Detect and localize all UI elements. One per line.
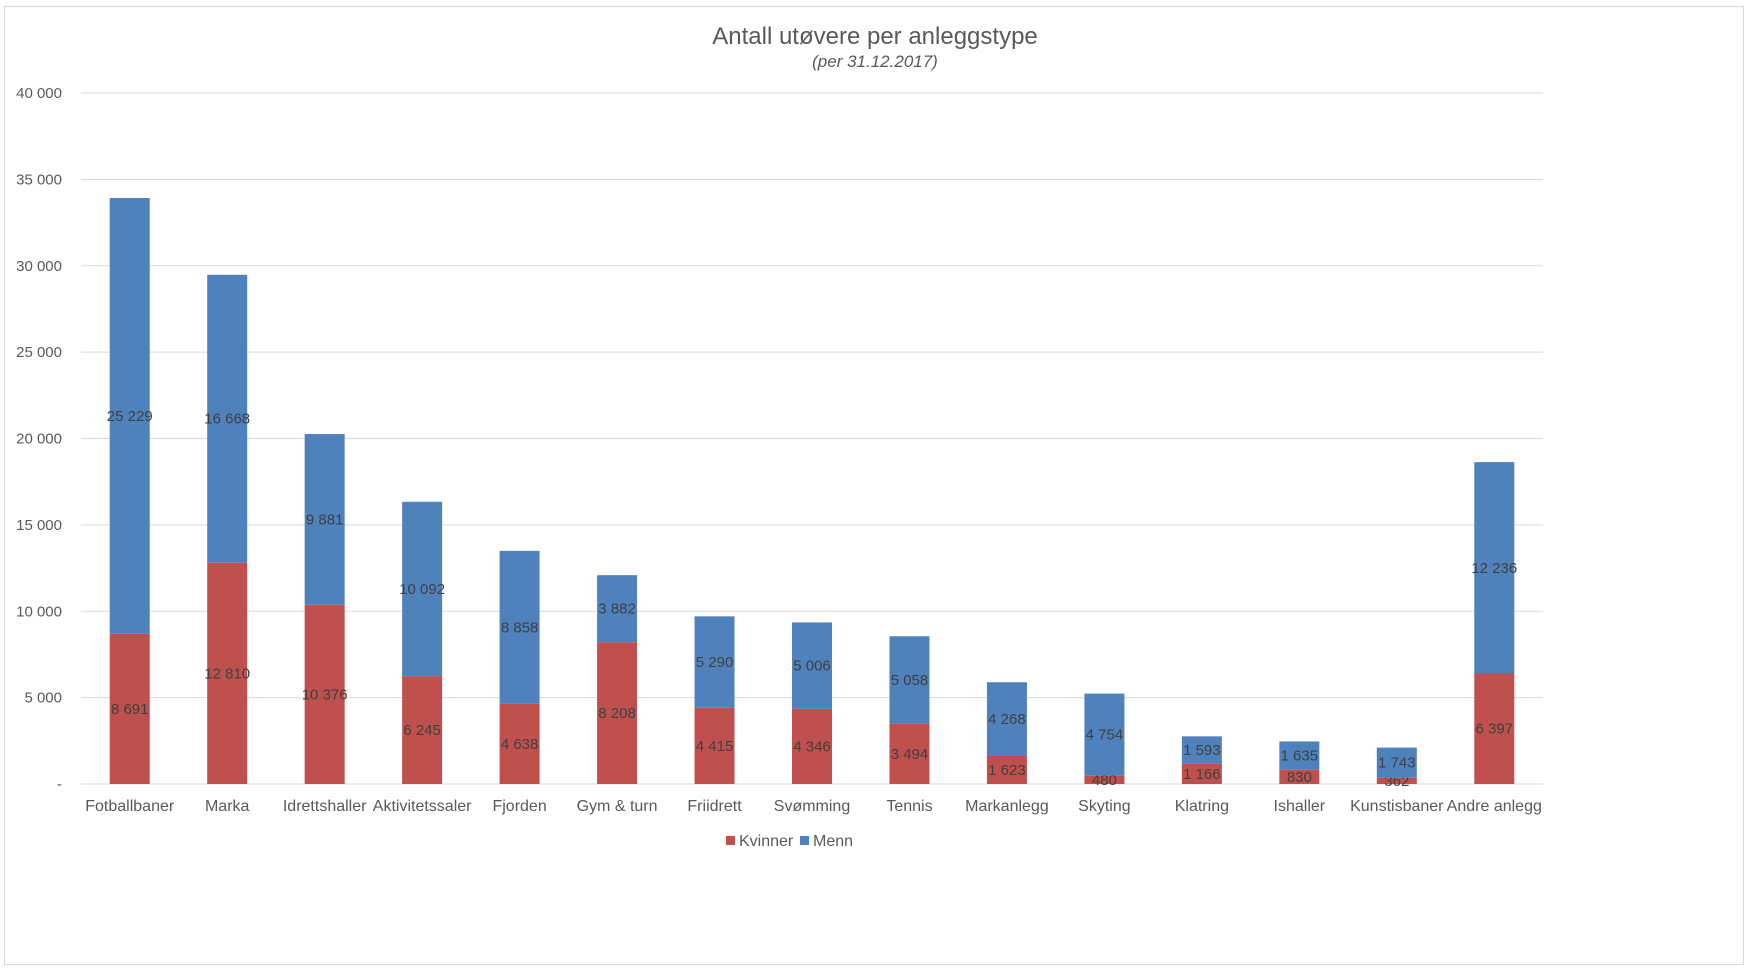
bar-segment-menn	[1084, 693, 1125, 776]
y-axis-ticks: - 5 000 10 000 15 000 20 000 25 000 30 000 35 0…	[16, 85, 62, 793]
data-label-menn: 5 006	[793, 658, 831, 675]
x-tick-label: Fotballbaner	[85, 798, 175, 815]
data-label-menn: 1 593	[1183, 742, 1221, 759]
y-tick-label: 40 000	[16, 85, 62, 102]
x-axis-ticks: Fotballbaner Marka Idrettshaller Aktivitets…	[85, 798, 1542, 815]
x-tick-label: Skyting	[1078, 798, 1130, 815]
data-label-menn: 10 092	[399, 581, 445, 598]
data-label-kvinner: 3 494	[891, 746, 929, 763]
bar-segment-kvinner	[304, 604, 345, 784]
bar-segment-kvinner	[597, 642, 638, 784]
data-label-kvinner: 8 691	[111, 701, 149, 718]
data-label-menn: 8 858	[501, 619, 539, 636]
chart-title: Antall utøvere per anleggstype	[712, 23, 1038, 50]
y-tick-label: 10 000	[16, 603, 62, 620]
bar-segment-kvinner	[889, 723, 930, 784]
y-tick-label: 35 000	[16, 171, 62, 188]
data-label-kvinner: 6 245	[403, 722, 441, 739]
x-tick-label: Friidrett	[687, 798, 742, 815]
y-tick-label: 30 000	[16, 258, 62, 275]
bar-segment-kvinner	[1181, 763, 1222, 784]
bar-segment-kvinner	[1279, 769, 1320, 784]
data-label-kvinner: 1 623	[988, 762, 1026, 779]
data-label-menn: 12 236	[1471, 560, 1517, 577]
bar-segment-kvinner	[986, 755, 1027, 784]
y-tick-label: -	[57, 776, 62, 793]
data-label-menn: 5 290	[696, 654, 734, 671]
x-tick-label: Fjorden	[492, 798, 546, 815]
bar-segment-kvinner	[402, 676, 443, 784]
bars: 8 691 25 229 12 810 16 668 10 376 9 881 6 245 1…	[107, 198, 1517, 790]
data-label-kvinner: 480	[1092, 772, 1117, 789]
bar-segment-menn	[1181, 736, 1222, 764]
bar-segment-kvinner	[1474, 673, 1515, 784]
bar-segment-kvinner	[694, 707, 735, 784]
x-tick-label: Kunstisbaner	[1350, 798, 1444, 815]
y-tick-label: 5 000	[24, 690, 62, 707]
bar-segment-kvinner	[207, 562, 248, 784]
data-label-kvinner: 12 810	[204, 665, 250, 682]
bar-segment-menn	[109, 198, 150, 634]
bar-segment-menn	[207, 274, 248, 563]
data-label-menn: 25 229	[107, 408, 153, 425]
bar-segment-menn	[889, 636, 930, 724]
chart-frame: Antall utøvere per anleggstype (per 31.1…	[4, 6, 1744, 965]
bar-segment-menn	[986, 682, 1027, 756]
x-tick-label: Andre anlegg	[1447, 798, 1542, 815]
data-label-kvinner: 10 376	[302, 686, 348, 703]
bar-segment-menn	[1279, 741, 1320, 770]
x-tick-label: Markanlegg	[965, 798, 1049, 815]
data-label-menn: 4 754	[1086, 727, 1124, 744]
bar-segment-menn	[792, 622, 832, 709]
bar-segment-menn	[1474, 462, 1515, 674]
y-tick-label: 25 000	[16, 344, 62, 361]
data-label-kvinner: 8 208	[598, 705, 636, 722]
data-label-kvinner: 1 166	[1183, 766, 1221, 783]
x-tick-label: Marka	[205, 798, 250, 815]
legend-swatch-menn	[800, 836, 809, 845]
data-label-kvinner: 4 415	[696, 738, 734, 755]
legend-label-kvinner: Kvinner	[739, 833, 794, 850]
x-tick-label: Idrettshaller	[283, 798, 367, 815]
bar-segment-kvinner	[109, 633, 150, 784]
y-tick-label: 15 000	[16, 517, 62, 534]
bar-segment-menn	[304, 434, 345, 605]
stacked-bar-chart: Antall utøvere per anleggstype (per 31.1…	[16, 23, 1543, 850]
data-label-kvinner: 4 346	[793, 738, 831, 755]
data-label-menn: 3 882	[598, 601, 636, 618]
bar-segment-kvinner	[1084, 775, 1125, 784]
x-tick-label: Svømming	[774, 798, 850, 815]
bar-segment-kvinner	[792, 708, 832, 784]
x-tick-label: Tennis	[886, 798, 932, 815]
data-label-kvinner: 6 397	[1475, 721, 1513, 738]
data-label-menn: 4 268	[988, 711, 1026, 728]
legend-label-menn: Menn	[813, 833, 853, 850]
x-tick-label: Aktivitetssaler	[373, 798, 472, 815]
data-label-kvinner: 830	[1287, 769, 1312, 786]
x-tick-label: Gym & turn	[577, 798, 658, 815]
legend-swatch-kvinner	[726, 836, 735, 845]
legend: Kvinner Menn	[726, 833, 853, 850]
data-label-menn: 9 881	[306, 511, 344, 528]
data-label-menn: 1 635	[1281, 748, 1319, 765]
bar-segment-kvinner	[1376, 777, 1417, 784]
bar-segment-menn	[499, 550, 540, 704]
bar-segment-menn	[1376, 747, 1417, 778]
bar-segment-kvinner	[499, 703, 540, 784]
data-label-kvinner: 4 638	[501, 736, 539, 753]
x-tick-label: Ishaller	[1274, 798, 1326, 815]
x-tick-label: Klatring	[1175, 798, 1229, 815]
bar-segment-menn	[597, 575, 638, 643]
bar-segment-menn	[694, 616, 735, 708]
data-label-menn: 5 058	[891, 672, 929, 689]
chart-subtitle: (per 31.12.2017)	[812, 52, 938, 71]
bar-segment-menn	[402, 501, 443, 677]
data-label-menn: 16 668	[204, 411, 250, 428]
data-label-menn: 1 743	[1378, 755, 1416, 772]
y-tick-label: 20 000	[16, 431, 62, 448]
